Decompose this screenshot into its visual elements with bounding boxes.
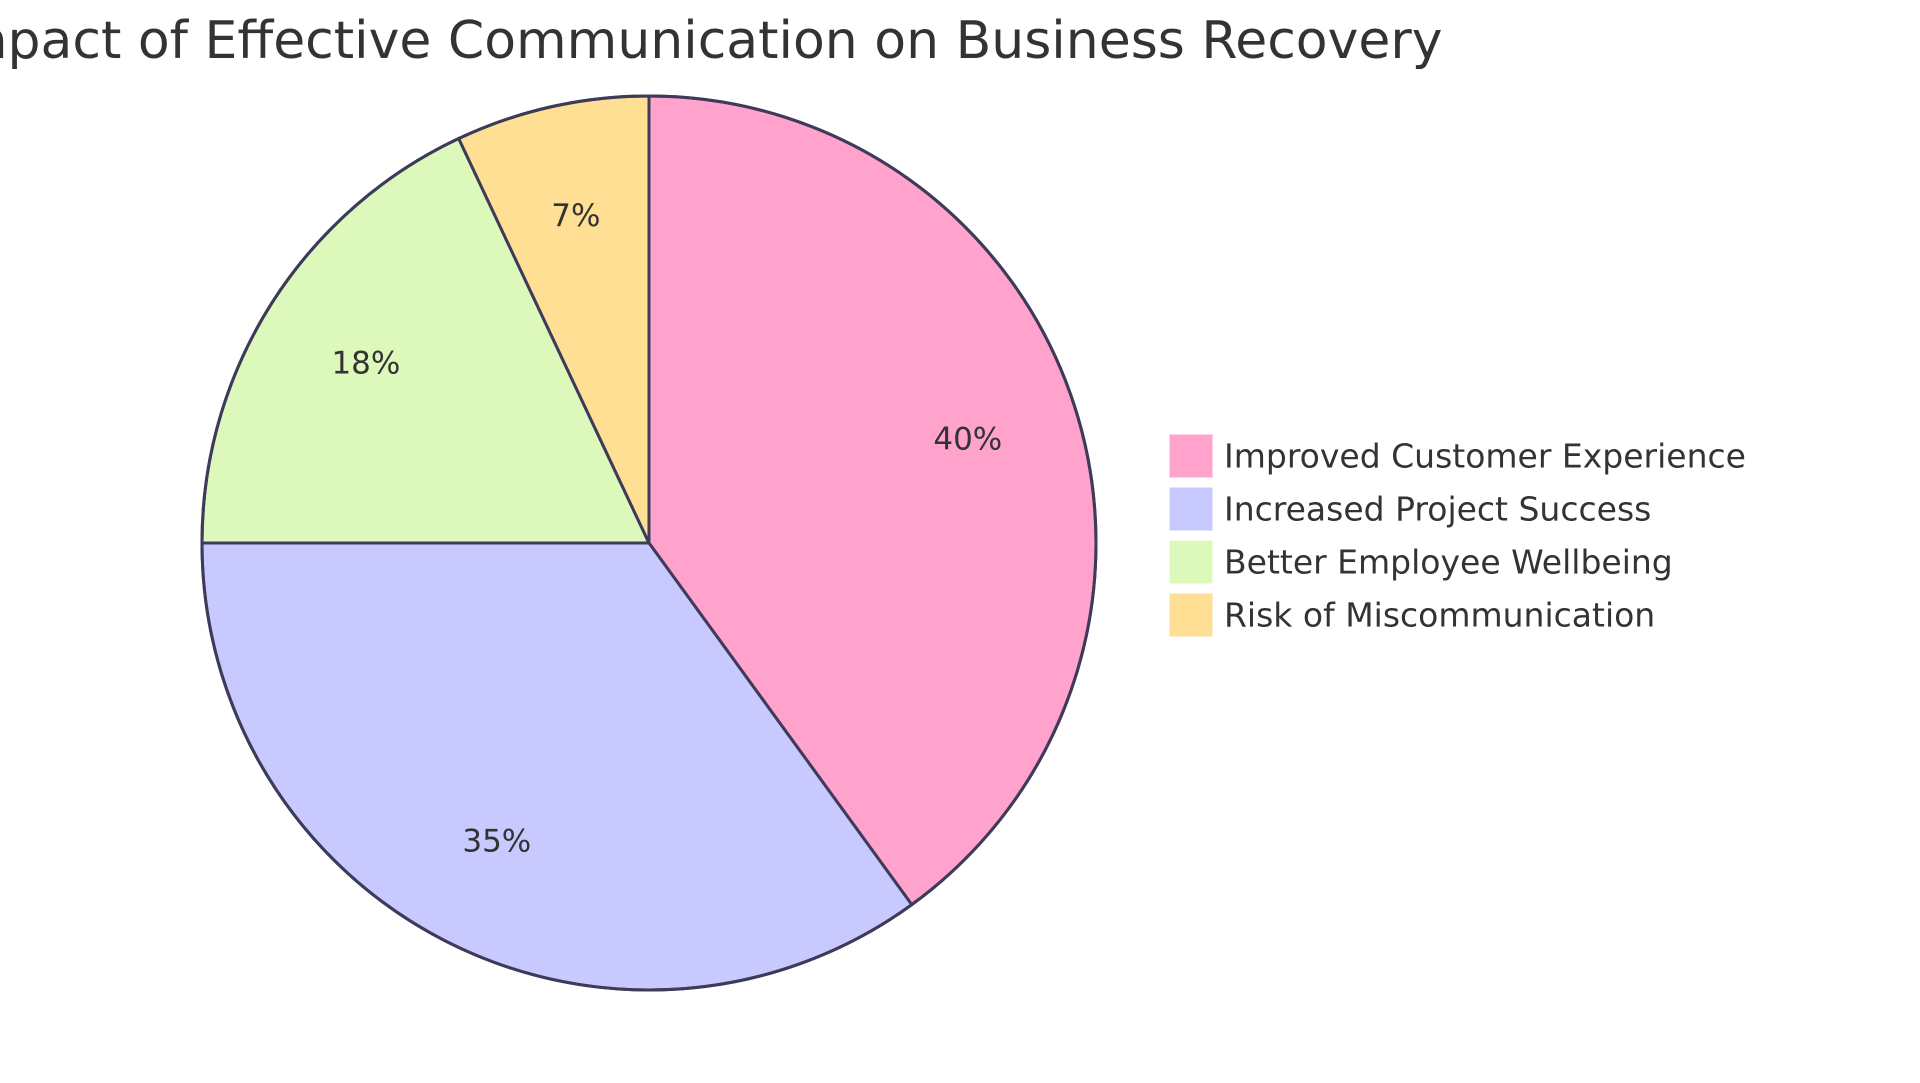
legend-label: Risk of Miscommunication [1224, 596, 1655, 635]
legend-label: Increased Project Success [1224, 490, 1651, 529]
pie-slices [200, 94, 1098, 992]
legend-item-risk-of-miscommunication: Risk of Miscommunication [1168, 592, 1655, 638]
pie-slice-labels: 40% 35% 18% 7% [331, 198, 1002, 860]
legend-swatch [1168, 539, 1214, 585]
legend-swatch [1168, 433, 1214, 479]
pie-outline [200, 94, 1098, 992]
legend-item-increased-project-success: Increased Project Success [1168, 486, 1651, 532]
chart-title: Impact of Effective Communication on Bus… [0, 11, 1443, 71]
slice-value-label: 7% [551, 198, 600, 234]
legend-item-better-employee-wellbeing: Better Employee Wellbeing [1168, 539, 1673, 585]
legend-item-improved-customer-experience: Improved Customer Experience [1168, 433, 1746, 479]
slice-value-label: 40% [933, 421, 1002, 457]
slice-value-label: 35% [462, 824, 531, 860]
slice-value-label: 18% [331, 345, 400, 381]
legend-label: Better Employee Wellbeing [1224, 543, 1673, 582]
chart-legend: Improved Customer Experience Increased Pr… [1168, 433, 1746, 638]
legend-swatch [1168, 592, 1214, 638]
legend-label: Improved Customer Experience [1224, 437, 1746, 476]
legend-swatch [1168, 486, 1214, 532]
